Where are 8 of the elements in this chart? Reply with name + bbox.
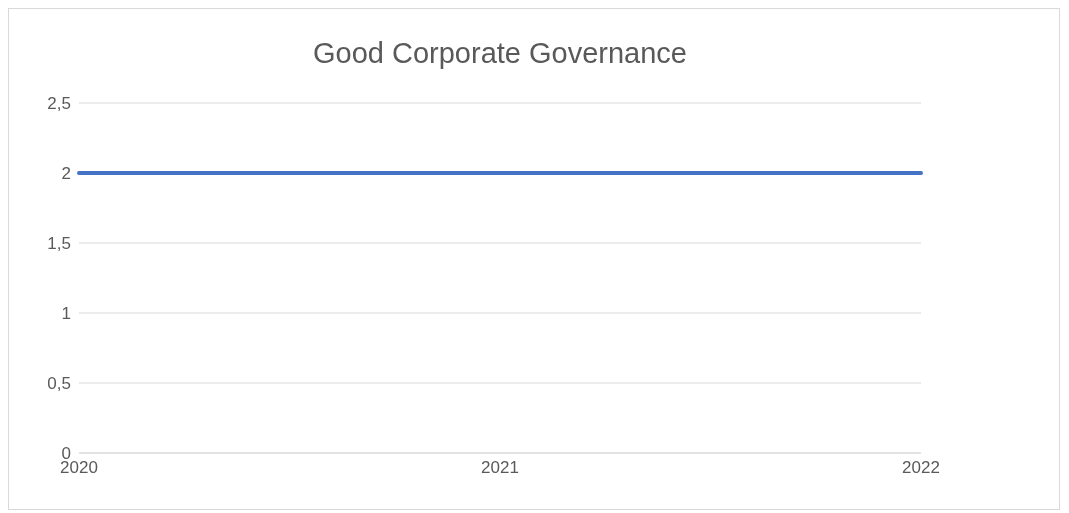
x-tick-label: 2021 <box>481 458 519 478</box>
y-tick-label: 1 <box>61 304 71 324</box>
y-tick-label: 2,5 <box>47 94 71 114</box>
y-tick-label: 2 <box>61 164 71 184</box>
y-tick-label: 0,5 <box>47 374 71 394</box>
x-tick-label: 2022 <box>902 458 940 478</box>
y-tick-label: 1,5 <box>47 234 71 254</box>
chart-title: Good Corporate Governance <box>312 37 688 70</box>
